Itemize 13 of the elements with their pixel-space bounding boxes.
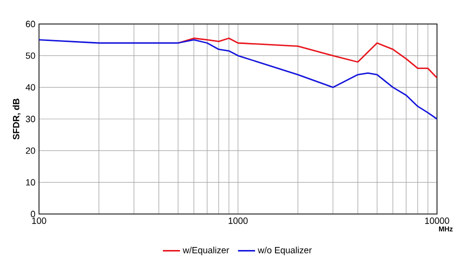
y-axis-title: SFDR, dB bbox=[12, 98, 21, 140]
y-tick-label: 40 bbox=[26, 84, 36, 91]
y-tick-label: 60 bbox=[26, 20, 36, 28]
legend-label: w/Equalizer bbox=[182, 246, 230, 256]
x-tick-label: 1000 bbox=[228, 218, 248, 224]
legend-label: w/o Equalizer bbox=[258, 246, 312, 256]
x-tick-label: 100 bbox=[32, 218, 46, 224]
y-tick-label: 10 bbox=[26, 179, 36, 186]
y-tick-label: 50 bbox=[26, 52, 36, 59]
x-tick-label: 10000 bbox=[425, 218, 450, 224]
y-tick-label: 0 bbox=[30, 210, 36, 218]
y-tick-label: 30 bbox=[26, 116, 36, 122]
y-tick-label: 20 bbox=[26, 147, 36, 154]
